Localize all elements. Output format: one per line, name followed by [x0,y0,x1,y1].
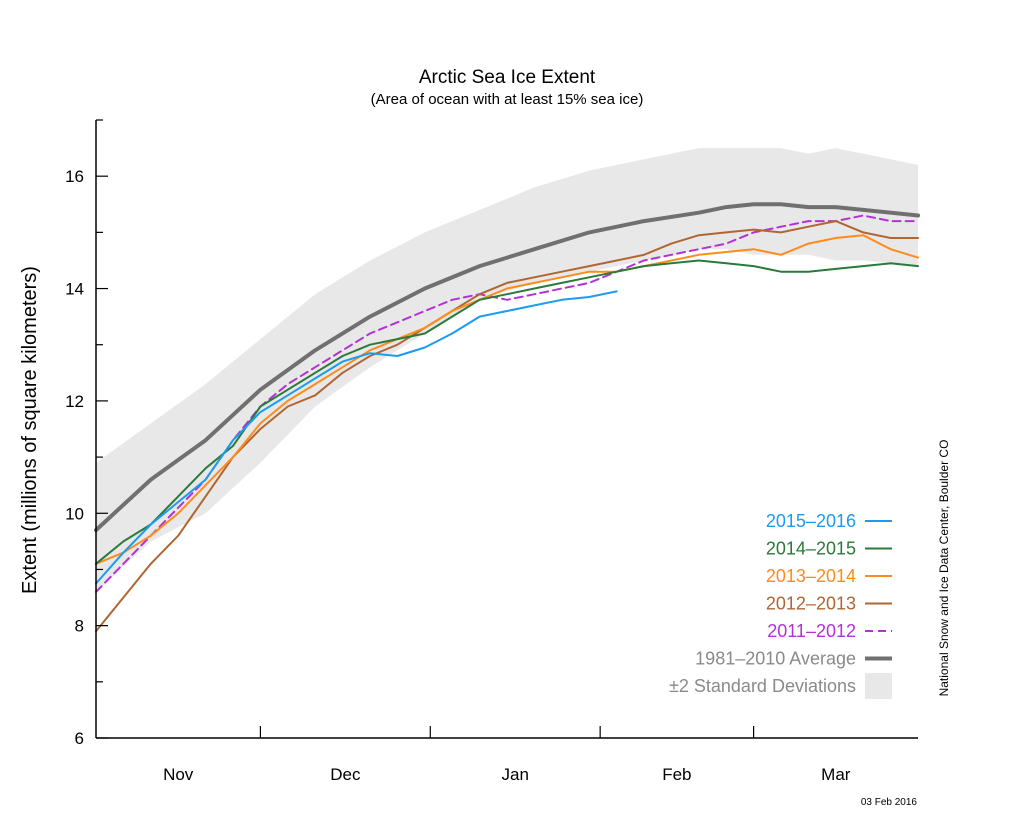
legend-swatch-6 [865,673,892,699]
legend-label-1: 2014–2015 [766,539,856,559]
y-tick-label: 12 [65,392,84,411]
legend-label-2: 2013–2014 [766,566,856,586]
legend-label-6: ±2 Standard Deviations [669,676,856,696]
std-deviation-band [96,148,918,592]
legend-label-4: 2011–2012 [767,621,856,641]
legend: 2015–2016 2014–2015 2013–2014 2012–2013 2011… [669,511,892,699]
chart-subtitle: (Area of ocean with at least 15% sea ice… [371,91,644,108]
legend-label-0: 2015–2016 [766,511,856,531]
series-line-4 [95,259,919,565]
x-tick-label-mar: Mar [821,765,851,784]
y-tick-label: 6 [75,729,84,748]
y-axis-label: Extent (millions of square kilometers) [19,266,41,594]
y-tick-label: 14 [65,280,84,299]
series-line-3 [95,234,919,565]
date-stamp: 03 Feb 2016 [861,797,918,808]
series-line-5 [95,290,618,585]
x-tick-label-feb: Feb [662,765,691,784]
legend-label-5: 1981–2010 Average [695,649,856,669]
y-tick-label: 16 [65,167,84,186]
y-tick-label: 8 [75,617,84,636]
x-tick-label-nov: Nov [163,765,194,784]
chart-title: Arctic Sea Ice Extent [419,67,596,88]
legend-label-3: 2012–2013 [766,594,856,614]
x-tick-label-jan: Jan [502,765,529,784]
x-tick-label-dec: Dec [330,765,361,784]
y-tick-label: 10 [65,504,84,523]
plot-area: 6 8 10 12 14 16 Nov Dec Jan Feb Mar 2015–2016 2014–2… [65,119,920,784]
series-line-1 [95,214,919,593]
credit-text: National Snow and Ice Data Center, Bould… [937,440,951,697]
series-line-0 [94,202,920,533]
